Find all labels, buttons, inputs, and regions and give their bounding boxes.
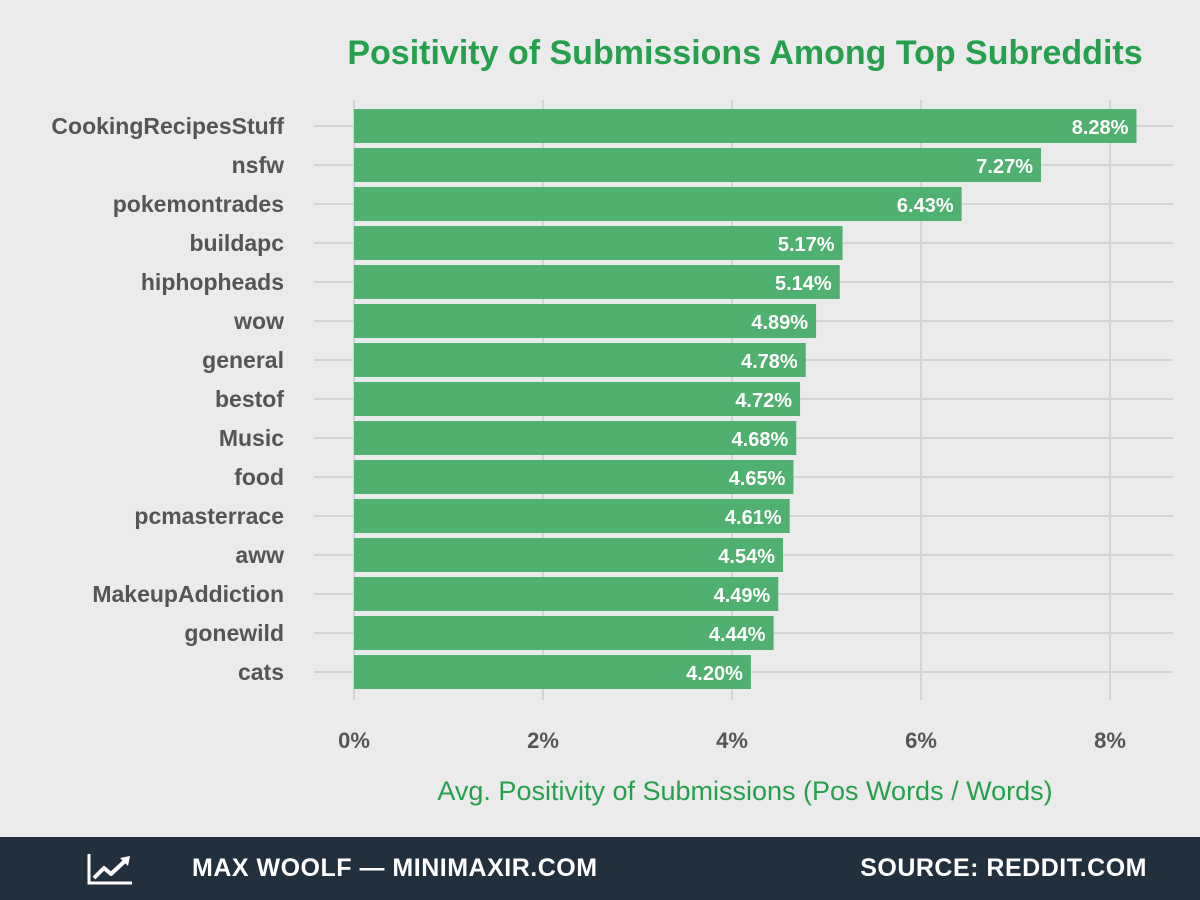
bar-value-label: 4.72%	[735, 390, 792, 412]
chart-area: Positivity of Submissions Among Top Subr…	[51, 34, 1173, 806]
category-label: wow	[233, 308, 284, 334]
category-label: nsfw	[232, 152, 285, 178]
category-label: CookingRecipesStuff	[51, 113, 284, 139]
bar-value-label: 4.89%	[751, 312, 808, 334]
category-label: buildapc	[189, 230, 284, 256]
bar	[354, 655, 751, 689]
bar	[354, 577, 779, 611]
bar-value-label: 4.65%	[729, 468, 786, 490]
bars-layer	[354, 109, 1137, 689]
bar-value-label: 4.20%	[686, 663, 743, 685]
x-tick-label: 8%	[1094, 728, 1126, 753]
category-label: gonewild	[184, 620, 284, 646]
bar-value-label: 4.44%	[709, 624, 766, 646]
bar	[354, 460, 794, 494]
x-tick-label: 0%	[338, 728, 370, 753]
bar	[354, 265, 840, 299]
category-label: aww	[235, 542, 284, 568]
bar	[354, 187, 962, 221]
bar	[354, 148, 1042, 182]
category-label: cats	[238, 659, 284, 685]
bar-value-label: 5.14%	[775, 273, 832, 295]
category-label: bestof	[215, 386, 284, 412]
bar-value-label: 4.54%	[718, 546, 775, 568]
bar	[354, 616, 774, 650]
bar-value-label: 6.43%	[897, 195, 954, 217]
bar	[354, 499, 790, 533]
chart-title: Positivity of Submissions Among Top Subr…	[347, 34, 1142, 72]
category-label: Music	[219, 425, 284, 451]
bar-value-label: 7.27%	[976, 156, 1033, 178]
bar	[354, 421, 797, 455]
bar-value-label: 5.17%	[778, 234, 835, 256]
trend-line-icon	[87, 854, 132, 885]
bar	[354, 109, 1137, 143]
x-tick-label: 4%	[716, 728, 748, 753]
bar	[354, 343, 806, 377]
category-label: general	[202, 347, 284, 373]
footer-source: SOURCE: REDDIT.COM	[860, 854, 1147, 882]
x-tick-label: 6%	[905, 728, 937, 753]
bar	[354, 226, 843, 260]
category-label: pokemontrades	[113, 191, 284, 217]
category-label: MakeupAddiction	[92, 581, 284, 607]
bar-value-label: 4.49%	[714, 585, 771, 607]
category-label: hiphopheads	[141, 269, 284, 295]
bar-value-label: 8.28%	[1072, 117, 1129, 139]
footer-bar: MAX WOOLF — MINIMAXIR.COM SOURCE: REDDIT…	[0, 837, 1200, 900]
bar-value-label: 4.78%	[741, 351, 798, 373]
bar	[354, 538, 784, 572]
bar-value-label: 4.61%	[725, 507, 782, 529]
category-label: pcmasterrace	[134, 503, 284, 529]
bar-value-label: 4.68%	[732, 429, 789, 451]
bar	[354, 304, 817, 338]
x-axis-title: Avg. Positivity of Submissions (Pos Word…	[437, 776, 1052, 806]
bar	[354, 382, 801, 416]
footer-credit: MAX WOOLF — MINIMAXIR.COM	[192, 854, 598, 882]
category-label: food	[234, 464, 284, 490]
x-tick-label: 2%	[527, 728, 559, 753]
labels-layer: 0% 2% 4% 6% 8% CookingRecipesStuff 8.28% nsfw 7.…	[51, 113, 1128, 753]
